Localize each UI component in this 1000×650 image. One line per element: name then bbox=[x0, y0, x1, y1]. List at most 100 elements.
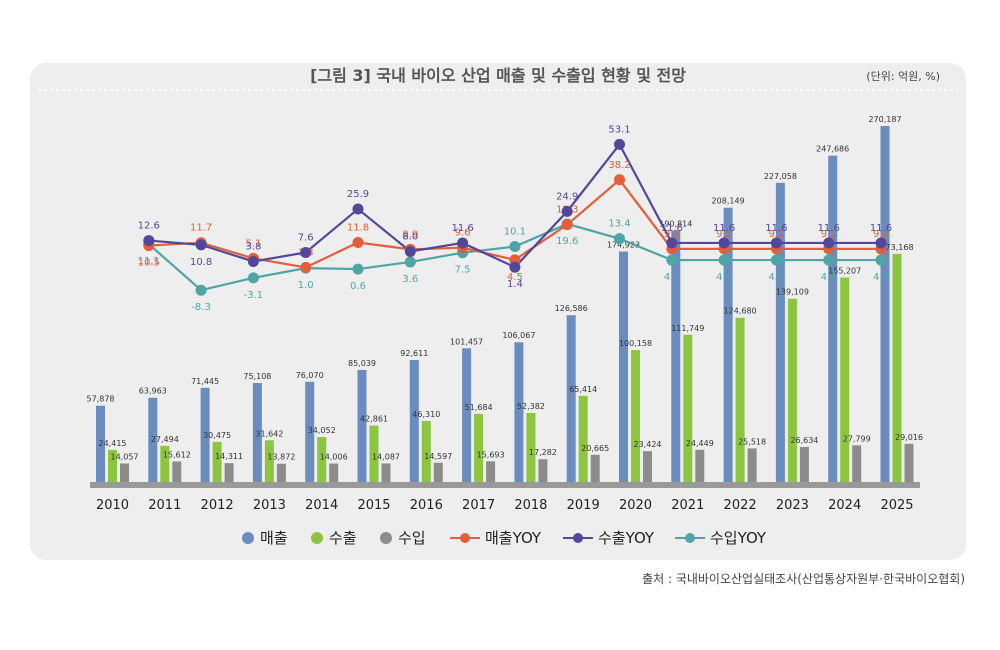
import-yoy-label: 3.6 bbox=[402, 274, 418, 285]
import-yoy-label: 4.4 bbox=[873, 272, 889, 283]
legend-export-yoy-label: 수출YOY bbox=[598, 529, 655, 547]
x-tick-label: 2020 bbox=[619, 498, 652, 513]
sales-bar-label: 76,070 bbox=[296, 371, 324, 380]
export-bar bbox=[526, 412, 536, 482]
x-tick-label: 2013 bbox=[253, 498, 286, 513]
import-yoy-point bbox=[509, 241, 521, 253]
export-bar-label: 34,052 bbox=[308, 426, 336, 435]
export-yoy-point bbox=[561, 205, 573, 217]
export-bar bbox=[160, 445, 170, 482]
export-yoy-point bbox=[352, 203, 364, 215]
import-yoy-label: -3.1 bbox=[244, 290, 264, 301]
import-bar-label: 15,693 bbox=[477, 450, 505, 459]
x-tick-label: 2021 bbox=[671, 498, 704, 513]
export-bar-label: 46,310 bbox=[412, 410, 440, 419]
export-bar bbox=[840, 277, 850, 482]
export-yoy-label: 11.6 bbox=[713, 223, 735, 234]
sales-bar bbox=[514, 342, 524, 482]
export-bar bbox=[631, 350, 640, 482]
export-yoy-label: 11.6 bbox=[451, 223, 473, 234]
legend-import-label: 수입 bbox=[398, 529, 426, 547]
import-bar-label: 24,449 bbox=[686, 439, 714, 448]
import-bar bbox=[904, 443, 914, 482]
import-yoy-label: 13.4 bbox=[608, 219, 630, 230]
sales-yoy-point bbox=[614, 174, 625, 186]
export-bar-label: 124,680 bbox=[724, 307, 757, 316]
sales-bar bbox=[775, 182, 785, 482]
import-yoy-label: 10.1 bbox=[504, 227, 526, 238]
x-tick-label: 2019 bbox=[567, 498, 600, 513]
sales-bar-label: 190,814 bbox=[659, 220, 692, 229]
x-tick-label: 2016 bbox=[410, 498, 443, 513]
sales-bar-label: 227,058 bbox=[764, 172, 797, 181]
sales-bar-label: 71,445 bbox=[191, 377, 219, 386]
sales-yoy-label: 10.5 bbox=[138, 258, 160, 269]
export-bar bbox=[212, 441, 222, 482]
export-yoy-point bbox=[457, 237, 469, 249]
export-yoy-label: 11.6 bbox=[870, 223, 892, 234]
sales-bar-label: 270,187 bbox=[868, 115, 901, 124]
export-bar-label: 52,382 bbox=[517, 402, 545, 411]
import-yoy-point bbox=[875, 254, 887, 266]
import-yoy-label: 11.1 bbox=[138, 256, 160, 267]
export-bar bbox=[892, 253, 902, 482]
sales-bar-label: 92,611 bbox=[400, 349, 428, 358]
import-bar bbox=[433, 462, 443, 482]
legend-sales-yoy-marker bbox=[460, 533, 470, 543]
export-bar-label: 27,494 bbox=[151, 435, 179, 444]
export-bar bbox=[787, 298, 797, 482]
legend-export-yoy-marker bbox=[573, 533, 583, 543]
export-yoy-label: 10.8 bbox=[190, 257, 212, 268]
legend-import-yoy-label: 수입YOY bbox=[710, 529, 767, 547]
export-bar bbox=[683, 334, 693, 482]
sales-yoy-label: 9.1 bbox=[768, 229, 784, 240]
import-bar bbox=[329, 463, 339, 482]
export-yoy-point bbox=[666, 237, 678, 249]
import-bar-label: 14,006 bbox=[320, 453, 348, 462]
sales-bar bbox=[462, 348, 472, 482]
import-yoy-point bbox=[666, 254, 678, 266]
export-bar bbox=[108, 449, 117, 482]
export-yoy-label: 53.1 bbox=[608, 124, 630, 135]
x-tick-label: 2015 bbox=[357, 498, 390, 513]
export-yoy-point bbox=[404, 246, 416, 257]
legend-sales-label: 매출 bbox=[260, 529, 288, 547]
import-bar bbox=[276, 463, 286, 482]
export-yoy-label: 8.0 bbox=[402, 232, 418, 243]
export-bar bbox=[317, 437, 327, 482]
sales-bar-label: 85,039 bbox=[348, 359, 376, 368]
legend-import-yoy-marker bbox=[685, 533, 695, 543]
sales-yoy-label: 11.7 bbox=[190, 223, 212, 234]
sales-yoy-label: 9.1 bbox=[873, 229, 889, 240]
export-bar-label: 65,414 bbox=[569, 385, 597, 394]
import-bar-label: 14,087 bbox=[372, 452, 400, 461]
import-yoy-label: 4.4 bbox=[716, 272, 732, 283]
import-yoy-point bbox=[614, 233, 625, 245]
export-yoy-point bbox=[875, 237, 887, 249]
export-yoy-label: 11.6 bbox=[818, 223, 840, 234]
import-bar-label: 13,872 bbox=[267, 453, 295, 462]
sales-bar bbox=[880, 126, 890, 482]
sales-yoy-label: 9.6 bbox=[455, 228, 471, 239]
export-bar-label: 173,168 bbox=[880, 243, 913, 252]
import-bar-label: 15,612 bbox=[163, 450, 191, 459]
import-yoy-point bbox=[352, 263, 364, 275]
export-yoy-label: 3.8 bbox=[245, 241, 261, 252]
x-tick-label: 2011 bbox=[148, 498, 181, 513]
import-bar-label: 23,424 bbox=[634, 440, 662, 449]
x-axis-baseline bbox=[90, 482, 920, 488]
sales-bar-label: 126,586 bbox=[555, 304, 588, 313]
unit-label: (단위: 억원, %) bbox=[866, 70, 940, 83]
sales-bar bbox=[252, 383, 262, 482]
sales-yoy-point bbox=[561, 219, 573, 231]
import-yoy-label: 0.6 bbox=[350, 281, 366, 292]
yoy-line-group: 11.1 -8.3 -3.1 1.0 0.6 3.6 7.5 10.1 19.6 13.4 4.4 4… bbox=[138, 124, 892, 313]
import-bar bbox=[695, 449, 705, 482]
source-note: 출처 : 국내바이오산업실태조사(산업통상자원부·한국바이오협회) bbox=[642, 572, 965, 586]
import-bar-label: 29,016 bbox=[895, 433, 923, 442]
import-bar bbox=[486, 461, 496, 482]
x-tick-label: 2012 bbox=[201, 498, 234, 513]
import-bar bbox=[538, 459, 548, 482]
export-bar-label: 30,475 bbox=[203, 431, 231, 440]
import-bar-label: 14,057 bbox=[111, 452, 139, 461]
